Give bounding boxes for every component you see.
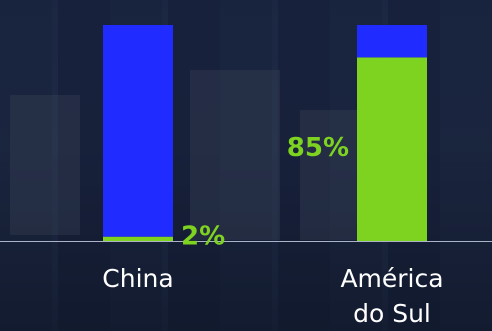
bar-segment-share (103, 236, 173, 241)
category-label: América (340, 264, 443, 293)
bar-segment-remainder (357, 25, 427, 58)
category-label: do Sul (353, 299, 431, 328)
background-container-stack (10, 95, 80, 235)
data-label: 85% (287, 133, 349, 163)
data-label: 2% (181, 222, 225, 252)
background-container-stack (190, 70, 280, 240)
bar-segment-remainder (103, 25, 173, 237)
bar-segment-share (357, 57, 427, 242)
category-label: China (102, 264, 173, 293)
background-container-stack (300, 110, 360, 240)
